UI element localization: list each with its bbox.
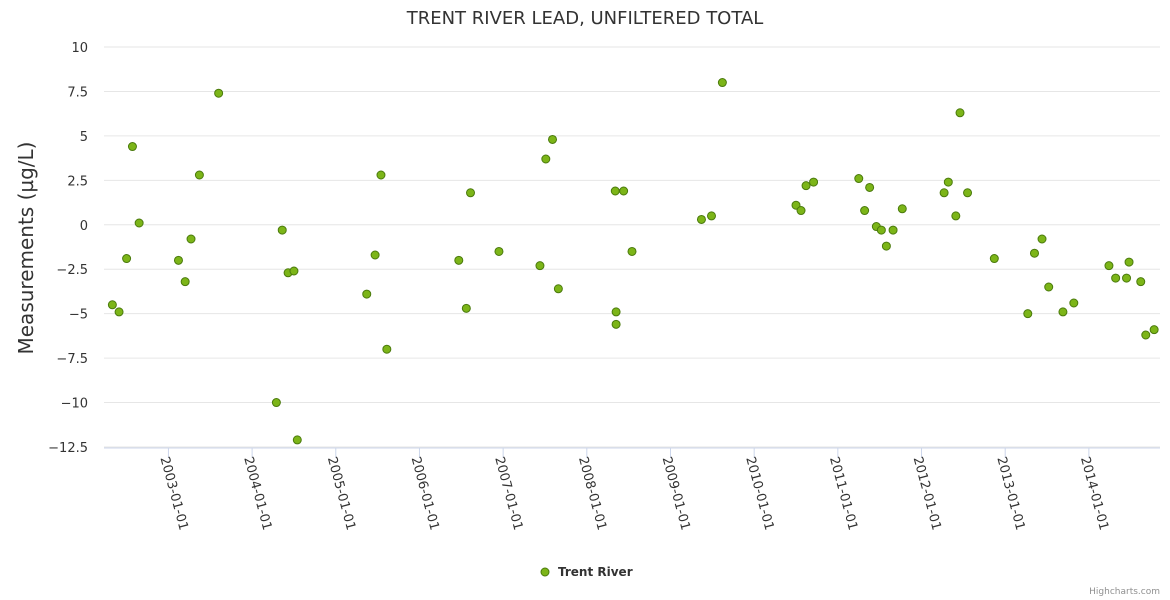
data-point[interactable] bbox=[989, 254, 999, 264]
data-point[interactable] bbox=[1037, 234, 1047, 244]
x-tick-label: 2014-01-01 bbox=[1077, 455, 1111, 532]
data-point[interactable] bbox=[173, 255, 183, 265]
data-point[interactable] bbox=[180, 277, 190, 287]
credits-link[interactable]: Highcharts.com bbox=[1089, 587, 1160, 597]
data-point[interactable] bbox=[1069, 298, 1079, 308]
data-point[interactable] bbox=[897, 204, 907, 214]
data-point[interactable] bbox=[619, 186, 629, 196]
y-tick-label: −7.5 bbox=[56, 352, 88, 367]
data-point[interactable] bbox=[376, 170, 386, 180]
data-point[interactable] bbox=[801, 181, 811, 191]
x-tick-label: 2007-01-01 bbox=[491, 455, 525, 532]
legend-marker-icon bbox=[540, 567, 550, 577]
y-axis-ticks: 10 7.5 5 2.5 0 −2.5 −5 −7.5 −10 −12.5 bbox=[48, 41, 88, 456]
x-tick-label: 2008-01-01 bbox=[575, 455, 609, 532]
legend[interactable]: Trent River bbox=[540, 565, 633, 579]
x-tick-label: 2013-01-01 bbox=[993, 455, 1027, 532]
data-point[interactable] bbox=[362, 289, 372, 299]
data-point[interactable] bbox=[186, 234, 196, 244]
y-tick-label: 5 bbox=[80, 130, 88, 145]
data-point[interactable] bbox=[1124, 257, 1134, 267]
y-tick-label: −12.5 bbox=[48, 441, 88, 456]
data-point[interactable] bbox=[1149, 325, 1159, 335]
data-point[interactable] bbox=[122, 254, 132, 264]
x-tick-label: 2012-01-01 bbox=[910, 455, 944, 532]
data-point[interactable] bbox=[1029, 248, 1039, 258]
data-point[interactable] bbox=[696, 214, 706, 224]
data-point[interactable] bbox=[888, 225, 898, 235]
grid-lines bbox=[104, 46, 1160, 448]
data-point[interactable] bbox=[548, 134, 558, 144]
data-point[interactable] bbox=[1122, 273, 1132, 283]
data-point[interactable] bbox=[611, 307, 621, 317]
data-point[interactable] bbox=[1044, 282, 1054, 292]
data-point[interactable] bbox=[955, 108, 965, 118]
data-point[interactable] bbox=[107, 300, 117, 310]
data-point[interactable] bbox=[796, 206, 806, 216]
data-point[interactable] bbox=[382, 344, 392, 354]
data-point[interactable] bbox=[717, 78, 727, 88]
data-point[interactable] bbox=[541, 154, 551, 164]
y-tick-label: 2.5 bbox=[67, 174, 88, 189]
data-point[interactable] bbox=[1141, 330, 1151, 340]
y-tick-label: −5 bbox=[69, 308, 88, 323]
data-point[interactable] bbox=[292, 435, 302, 445]
chart-title: TRENT RIVER LEAD, UNFILTERED TOTAL bbox=[406, 8, 764, 29]
x-axis-ticks: 2003-01-01 2004-01-01 2005-01-01 2006-01-01… bbox=[157, 448, 1111, 532]
data-point[interactable] bbox=[134, 218, 144, 228]
data-point[interactable] bbox=[1136, 277, 1146, 287]
data-point[interactable] bbox=[114, 307, 124, 317]
data-point[interactable] bbox=[194, 170, 204, 180]
data-point[interactable] bbox=[627, 246, 637, 256]
data-point[interactable] bbox=[1023, 309, 1033, 319]
data-point[interactable] bbox=[881, 241, 891, 251]
data-point[interactable] bbox=[939, 188, 949, 198]
data-point[interactable] bbox=[943, 177, 953, 187]
x-tick-label: 2005-01-01 bbox=[324, 455, 358, 532]
data-point[interactable] bbox=[610, 186, 620, 196]
data-point[interactable] bbox=[1058, 307, 1068, 317]
data-point[interactable] bbox=[466, 188, 476, 198]
data-point[interactable] bbox=[289, 266, 299, 276]
y-tick-label: 0 bbox=[80, 219, 88, 234]
x-tick-label: 2010-01-01 bbox=[742, 455, 776, 532]
data-point[interactable] bbox=[277, 225, 287, 235]
y-axis-title: Measurements (µg/L) bbox=[14, 142, 38, 355]
data-point[interactable] bbox=[271, 398, 281, 408]
data-point[interactable] bbox=[370, 250, 380, 260]
x-tick-label: 2009-01-01 bbox=[659, 455, 693, 532]
series-trent-river[interactable] bbox=[107, 78, 1159, 445]
x-tick-label: 2006-01-01 bbox=[408, 455, 442, 532]
y-tick-label: 7.5 bbox=[67, 85, 88, 100]
data-point[interactable] bbox=[1111, 273, 1121, 283]
data-point[interactable] bbox=[865, 182, 875, 192]
data-point[interactable] bbox=[535, 261, 545, 271]
data-point[interactable] bbox=[876, 225, 886, 235]
data-point[interactable] bbox=[809, 177, 819, 187]
data-point[interactable] bbox=[494, 246, 504, 256]
data-point[interactable] bbox=[706, 211, 716, 221]
data-point[interactable] bbox=[454, 255, 464, 265]
y-tick-label: −10 bbox=[61, 397, 88, 412]
data-point[interactable] bbox=[963, 188, 973, 198]
data-point[interactable] bbox=[860, 206, 870, 216]
y-tick-label: −2.5 bbox=[56, 263, 88, 278]
x-tick-label: 2003-01-01 bbox=[157, 455, 191, 532]
x-tick-label: 2004-01-01 bbox=[240, 455, 274, 532]
data-point[interactable] bbox=[214, 88, 224, 98]
legend-label-trent-river[interactable]: Trent River bbox=[558, 565, 633, 579]
data-point[interactable] bbox=[127, 142, 137, 152]
data-point[interactable] bbox=[854, 174, 864, 184]
x-tick-label: 2011-01-01 bbox=[826, 455, 860, 532]
y-tick-label: 10 bbox=[71, 41, 88, 56]
data-point[interactable] bbox=[553, 284, 563, 294]
data-point[interactable] bbox=[951, 211, 961, 221]
data-point[interactable] bbox=[611, 319, 621, 329]
data-point[interactable] bbox=[461, 303, 471, 313]
data-point[interactable] bbox=[1104, 261, 1114, 271]
